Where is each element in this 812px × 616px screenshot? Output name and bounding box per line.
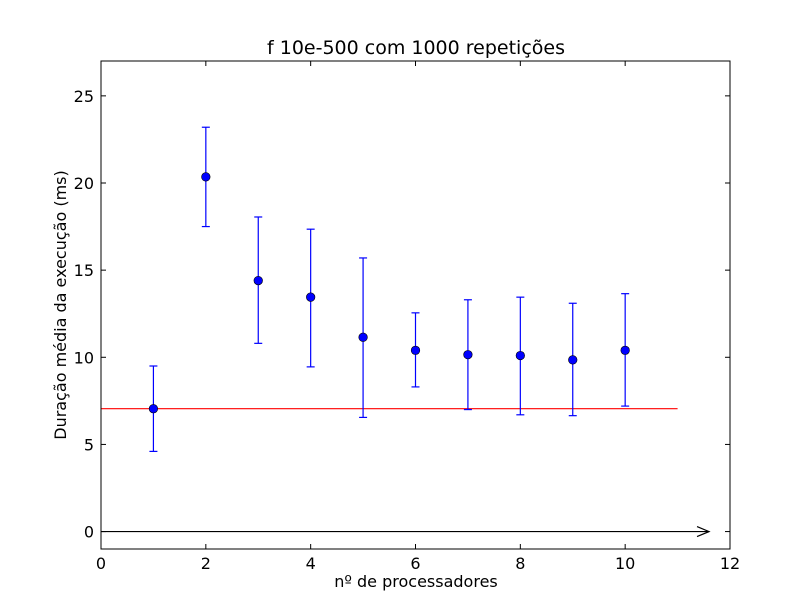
plot-area [101, 126, 711, 538]
chart-title: f 10e-500 com 1000 repetições [267, 37, 565, 59]
data-point [515, 350, 525, 361]
y-tick-label: 5 [84, 435, 94, 454]
x-tick-label: 2 [201, 554, 211, 573]
plot-frame [100, 60, 731, 550]
zero-axis-arrow-head [696, 526, 711, 538]
data-point [148, 404, 159, 414]
y-tick-label: 25 [74, 87, 94, 106]
data-point [463, 350, 473, 360]
x-tick-label: 4 [306, 554, 316, 573]
y-tick-label: 15 [74, 261, 94, 280]
x-tick-label: 8 [515, 554, 525, 573]
data-point [306, 292, 316, 302]
x-tick-label: 12 [720, 554, 740, 573]
x-tick-label: 0 [96, 554, 106, 573]
data-point [201, 172, 211, 182]
data-point [620, 345, 630, 355]
x-tick-label: 10 [615, 554, 635, 573]
data-point [253, 276, 263, 286]
y-tick-label: 10 [74, 348, 94, 367]
data-point [410, 345, 421, 355]
axis-ticks: 0 2 4 6 8 10 12 0 5 10 15 20 25 [74, 61, 740, 573]
data-point [568, 355, 578, 365]
y-tick-label: 20 [74, 174, 94, 193]
x-axis-title: nº de processadores [334, 572, 498, 591]
y-axis-title: Duração média da execução (ms) [51, 170, 70, 440]
data-point [358, 332, 368, 342]
y-tick-label: 0 [84, 523, 94, 542]
x-tick-label: 6 [410, 554, 420, 573]
